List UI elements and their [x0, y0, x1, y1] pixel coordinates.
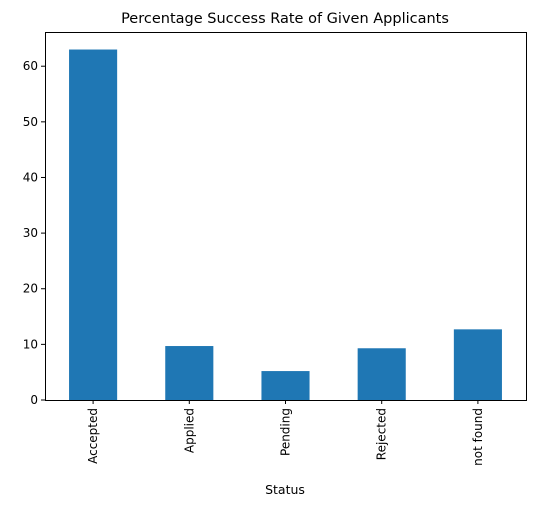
x-tick-label: not found: [471, 408, 485, 466]
y-tick-label: 30: [23, 226, 38, 240]
x-axis: Accepted Applied Pending Rejected not found: [86, 400, 485, 466]
x-tick-label: Pending: [279, 408, 293, 456]
x-tick-label: Applied: [182, 408, 196, 453]
bar-accepted: [69, 49, 118, 401]
bar-not-found: [453, 329, 502, 400]
x-tick-label: Rejected: [375, 408, 389, 460]
chart-title: Percentage Success Rate of Given Applica…: [121, 11, 449, 27]
bars-group: [69, 49, 502, 401]
y-tick-label: 0: [30, 393, 38, 407]
y-tick-label: 60: [23, 59, 38, 73]
y-tick-label: 50: [23, 115, 38, 129]
plot-frame: [45, 32, 527, 401]
bar-pending: [261, 371, 310, 400]
y-tick-label: 20: [23, 282, 38, 296]
y-tick-label: 40: [23, 170, 38, 184]
y-axis: 0 10 20 30 40 50 60: [23, 59, 45, 407]
bar-applied: [165, 346, 214, 400]
x-tick-label: Accepted: [86, 408, 100, 464]
bar-rejected: [357, 348, 406, 400]
y-tick-label: 10: [23, 337, 38, 351]
x-axis-label: Status: [265, 482, 305, 497]
